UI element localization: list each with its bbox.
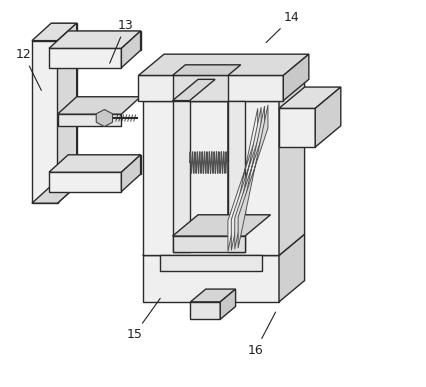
Polygon shape [143, 101, 279, 255]
Polygon shape [228, 101, 245, 252]
Polygon shape [96, 110, 112, 127]
Polygon shape [173, 79, 215, 101]
Polygon shape [160, 255, 262, 271]
Polygon shape [49, 48, 121, 68]
Polygon shape [231, 107, 261, 250]
Polygon shape [49, 31, 141, 48]
Polygon shape [315, 87, 341, 147]
Polygon shape [51, 23, 77, 186]
Text: 15: 15 [126, 298, 160, 341]
Polygon shape [279, 234, 305, 302]
Text: 13: 13 [110, 19, 133, 63]
Polygon shape [173, 65, 241, 75]
Polygon shape [143, 255, 279, 302]
Polygon shape [32, 23, 77, 41]
Polygon shape [173, 236, 245, 252]
Polygon shape [173, 215, 271, 236]
Polygon shape [235, 106, 265, 249]
Polygon shape [143, 79, 305, 101]
Polygon shape [121, 155, 141, 192]
Polygon shape [49, 172, 121, 192]
Polygon shape [121, 31, 141, 68]
Polygon shape [220, 289, 236, 319]
Polygon shape [283, 54, 309, 101]
Polygon shape [238, 105, 268, 248]
Polygon shape [68, 31, 141, 50]
Polygon shape [49, 155, 141, 172]
Polygon shape [279, 87, 341, 108]
Polygon shape [58, 23, 77, 203]
Polygon shape [58, 97, 141, 114]
Polygon shape [190, 302, 220, 319]
Polygon shape [190, 289, 236, 302]
Polygon shape [279, 79, 305, 255]
Polygon shape [32, 41, 58, 203]
Polygon shape [138, 75, 283, 101]
Polygon shape [173, 101, 190, 252]
Text: 16: 16 [248, 312, 276, 357]
Polygon shape [68, 155, 141, 174]
Polygon shape [279, 108, 315, 147]
Polygon shape [143, 234, 305, 255]
Text: 12: 12 [16, 48, 41, 91]
Polygon shape [138, 54, 309, 75]
Polygon shape [228, 108, 258, 252]
Polygon shape [32, 186, 77, 203]
Polygon shape [173, 75, 228, 101]
Polygon shape [58, 114, 121, 126]
Text: 14: 14 [266, 11, 299, 43]
